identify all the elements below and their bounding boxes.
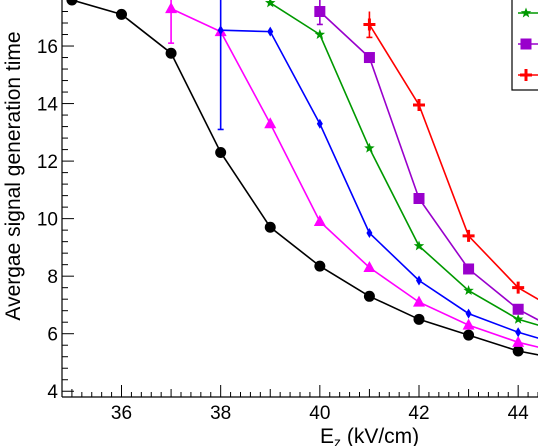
series-3-line xyxy=(269,2,538,326)
series-4-point xyxy=(512,303,524,315)
series-3-point xyxy=(512,313,524,324)
legend-marker-5 xyxy=(520,69,532,81)
x-tick-label: 38 xyxy=(210,403,231,424)
y-tick-label: 4 xyxy=(47,382,58,403)
series-5-point xyxy=(413,99,425,112)
axis-labels: Avergae signal generation time Ez (kV/cm… xyxy=(2,31,419,446)
series-1-point xyxy=(512,335,525,347)
plot-area xyxy=(66,0,538,357)
series-5-point xyxy=(512,281,525,294)
series-0-point xyxy=(66,0,78,6)
series-0-point xyxy=(463,329,475,341)
series-0-point xyxy=(264,221,276,233)
series-0-point xyxy=(363,290,375,302)
y-tick-label: 6 xyxy=(47,325,58,346)
series-2-point xyxy=(316,118,323,129)
x-axis-label-main: E xyxy=(320,425,334,446)
series-4-point xyxy=(363,52,375,64)
x-tick-label: 40 xyxy=(309,403,330,424)
series-3-point xyxy=(314,29,326,39)
series-3 xyxy=(265,0,538,326)
series-2-point xyxy=(217,25,224,36)
series-2-point xyxy=(465,308,472,319)
x-tick-label: 36 xyxy=(111,403,132,424)
series-2-line xyxy=(220,29,538,339)
x-axis-label-rest: (kV/cm) xyxy=(341,425,419,446)
x-axis-label-sub: z xyxy=(334,434,341,446)
plot-clip-group xyxy=(66,0,538,357)
series-0-point xyxy=(215,146,227,158)
series-3-point xyxy=(364,142,375,153)
series-4-point xyxy=(413,193,425,204)
series-4 xyxy=(314,0,538,321)
series-0-line xyxy=(70,0,538,356)
series-2-point xyxy=(416,275,422,286)
series-3-point xyxy=(265,0,276,8)
series-0 xyxy=(66,0,538,357)
legend xyxy=(511,0,538,91)
x-tick-label: 42 xyxy=(408,403,429,424)
y-tick-label: 10 xyxy=(37,210,58,231)
series-0-point xyxy=(116,8,127,20)
series-3-point xyxy=(463,285,474,296)
series-0-point xyxy=(314,260,326,272)
series-2-point xyxy=(515,327,522,338)
x-tick-label: 44 xyxy=(508,403,530,424)
series-3-point xyxy=(413,240,425,251)
series-5 xyxy=(363,11,538,301)
series-1-point xyxy=(313,215,326,227)
series-0-point xyxy=(512,345,524,357)
y-tick-label: 16 xyxy=(37,37,58,58)
series-1-point xyxy=(462,318,475,330)
y-tick-label: 14 xyxy=(37,95,59,116)
series-1-point xyxy=(264,117,277,129)
series-5-point xyxy=(363,18,376,31)
legend-marker-3 xyxy=(520,7,532,18)
series-4-line xyxy=(319,10,538,321)
series-4-point xyxy=(463,263,475,275)
series-0-point xyxy=(413,313,425,325)
x-axis-label: Ez (kV/cm) xyxy=(320,425,419,446)
y-tick-label: 12 xyxy=(37,152,58,173)
series-1-point xyxy=(363,261,376,273)
series-2-point xyxy=(267,26,274,37)
y-tick-label: 8 xyxy=(47,267,58,288)
legend-marker-4 xyxy=(520,38,532,50)
y-axis-label: Avergae signal generation time xyxy=(2,31,25,320)
series-1-point xyxy=(413,295,425,307)
series-4-point xyxy=(314,6,326,18)
series-1-point xyxy=(165,2,178,14)
series-5-point xyxy=(462,229,475,242)
series-2 xyxy=(217,0,538,339)
series-2-point xyxy=(366,228,373,239)
series-1 xyxy=(165,0,538,348)
series-0-point xyxy=(165,47,177,59)
